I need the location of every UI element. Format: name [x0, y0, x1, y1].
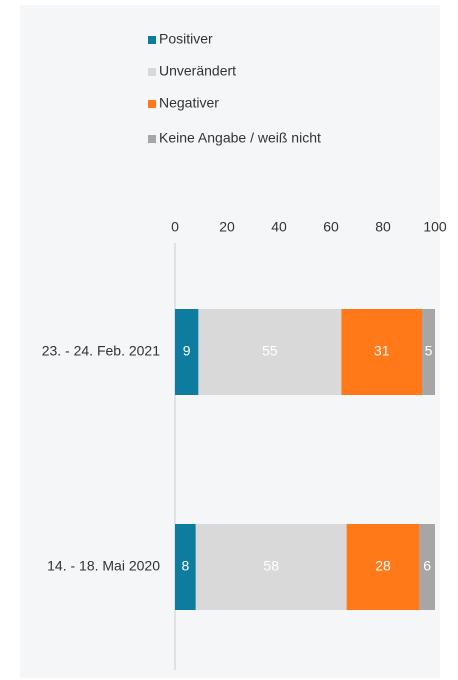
- value-label: 31: [374, 343, 390, 359]
- bar-segment: [195, 524, 347, 610]
- bar-segment: [341, 309, 422, 395]
- legend-label: Negativer: [159, 95, 219, 111]
- value-label: 9: [183, 343, 191, 359]
- bar-segment: [346, 524, 420, 610]
- legend-swatch: [148, 100, 156, 108]
- x-tick-label: 20: [219, 219, 235, 235]
- x-tick-label: 60: [323, 219, 339, 235]
- bar-segment: [419, 524, 435, 610]
- legend-label: Keine Angabe / weiß nicht: [159, 130, 321, 146]
- bar-segment: [175, 524, 196, 610]
- legend-swatch: [148, 36, 156, 44]
- legend-swatch: [148, 135, 156, 143]
- x-tick-label: 100: [423, 219, 447, 235]
- value-label: 28: [375, 558, 391, 574]
- value-label: 5: [425, 343, 433, 359]
- value-label: 8: [182, 558, 190, 574]
- bar-segment: [175, 309, 199, 395]
- value-label: 55: [262, 343, 278, 359]
- x-tick-label: 0: [171, 219, 179, 235]
- legend-label: Unverändert: [159, 63, 236, 79]
- value-label: 58: [263, 558, 279, 574]
- x-tick-label: 40: [271, 219, 287, 235]
- category-label: 23. - 24. Feb. 2021: [42, 343, 161, 359]
- value-label: 6: [423, 558, 431, 574]
- legend-label: Positiver: [159, 31, 213, 47]
- x-tick-label: 80: [375, 219, 391, 235]
- bar-segment: [198, 309, 342, 395]
- bar-segment: [422, 309, 435, 395]
- legend-swatch: [148, 68, 156, 76]
- category-label: 14. - 18. Mai 2020: [47, 558, 160, 574]
